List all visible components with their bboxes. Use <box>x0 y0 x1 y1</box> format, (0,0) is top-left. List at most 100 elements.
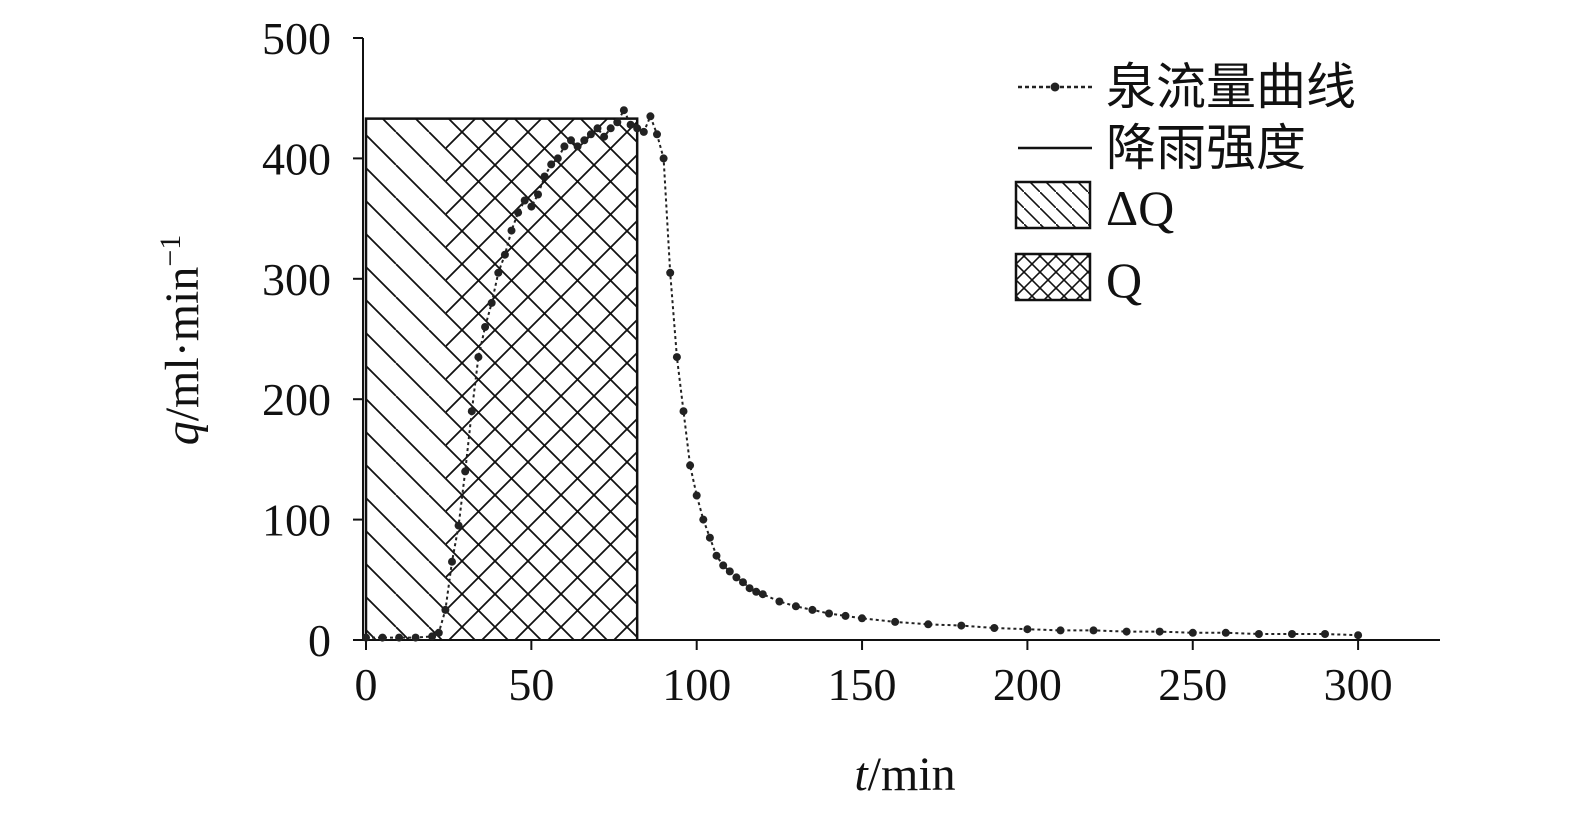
legend-label-q: Q <box>1106 252 1142 308</box>
flow-point <box>808 605 817 614</box>
flow-point <box>1288 630 1296 638</box>
flow-point <box>1155 627 1164 636</box>
flow-point <box>653 130 661 139</box>
flow-point <box>613 118 622 127</box>
legend-item-rain: 降雨强度 <box>1018 120 1306 176</box>
legend-dq-swatch <box>1014 180 1092 230</box>
flow-point <box>719 561 728 570</box>
y-tick-label: 100 <box>262 495 331 546</box>
flow-point <box>481 323 490 331</box>
flow-point <box>580 136 589 145</box>
flow-point <box>686 461 695 470</box>
y-axis-unit: /ml·min <box>156 267 209 422</box>
flow-point <box>547 160 556 169</box>
x-tick-label: 200 <box>993 659 1062 710</box>
flow-point <box>891 617 900 626</box>
flow-point <box>454 521 463 530</box>
flow-point <box>841 611 850 620</box>
flow-point <box>739 578 747 587</box>
y-tick-label: 0 <box>308 615 331 666</box>
y-tick-label: 500 <box>262 13 331 64</box>
flow-point <box>1188 628 1197 637</box>
legend-label-flow: 泉流量曲线 <box>1106 59 1356 115</box>
flow-point <box>600 132 609 141</box>
legend-item-q: Q <box>1014 252 1142 308</box>
flow-point <box>461 467 470 476</box>
flow-point <box>1023 625 1032 634</box>
flow-point <box>626 120 635 129</box>
legend: 泉流量曲线 降雨强度 ΔQ Q <box>1014 59 1356 308</box>
flow-point <box>520 196 529 205</box>
delta-q-area <box>366 118 446 641</box>
x-axis-unit: /min <box>868 748 956 801</box>
x-ticks: 0 50 100 150 200 250 300 <box>355 640 1393 710</box>
flow-point <box>534 190 542 199</box>
flow-point <box>679 407 688 416</box>
flow-point <box>619 106 628 115</box>
legend-flow-marker <box>1050 82 1060 92</box>
flow-point <box>1354 631 1363 640</box>
flow-point <box>646 112 655 121</box>
flow-point <box>990 624 999 632</box>
flow-point <box>758 590 767 599</box>
flow-point <box>752 587 761 596</box>
y-tick-label: 400 <box>262 133 331 184</box>
flow-point <box>395 633 404 642</box>
flow-point <box>1122 627 1131 636</box>
flow-point <box>560 142 569 151</box>
flow-point <box>606 124 615 133</box>
flow-point <box>378 633 387 642</box>
legend-item-dq: ΔQ <box>1014 180 1174 236</box>
flow-point <box>467 407 476 416</box>
flow-point <box>692 491 701 500</box>
flow-point <box>745 584 754 593</box>
flow-curve-points <box>362 106 1363 642</box>
y-axis-title: q/ml·min−1 <box>154 235 209 446</box>
flow-point <box>858 614 866 623</box>
flow-point <box>1056 626 1065 635</box>
flow-point <box>474 353 483 362</box>
flow-point <box>494 268 503 277</box>
rainfall-areas <box>364 117 639 641</box>
flow-point <box>586 130 595 139</box>
flow-point <box>514 208 523 217</box>
flow-point <box>573 142 582 151</box>
rainfall-intensity-line <box>364 117 639 640</box>
flow-point <box>775 597 784 606</box>
x-tick-label: 50 <box>508 659 554 710</box>
y-axis-unit-sup: −1 <box>154 235 187 267</box>
flow-point <box>639 127 648 136</box>
flow-curve <box>362 106 1363 642</box>
flow-point <box>1321 630 1329 638</box>
x-tick-label: 150 <box>828 659 897 710</box>
flow-point <box>825 609 833 618</box>
legend-item-flow: 泉流量曲线 <box>1018 59 1356 115</box>
flow-point <box>666 268 675 277</box>
flow-point <box>428 632 437 641</box>
flow-point <box>553 154 562 163</box>
flow-point <box>527 202 536 211</box>
x-tick-label: 100 <box>662 659 731 710</box>
flow-point <box>411 633 420 642</box>
x-axis-title: t/min <box>854 748 955 801</box>
flow-point <box>540 172 549 181</box>
flow-point <box>507 226 516 235</box>
x-tick-label: 300 <box>1324 659 1393 710</box>
flow-point <box>791 602 800 611</box>
y-ticks: 0 100 200 300 400 500 <box>262 13 363 666</box>
flow-point <box>712 551 721 560</box>
flow-point <box>487 298 496 307</box>
q-area <box>445 118 638 641</box>
flow-point <box>1089 626 1098 635</box>
flow-point <box>434 628 443 637</box>
y-tick-label: 300 <box>262 254 331 305</box>
flow-point <box>593 124 602 133</box>
flow-point <box>725 567 734 576</box>
flow-point <box>659 154 668 163</box>
flow-point <box>732 573 741 582</box>
flow-point <box>1254 630 1263 638</box>
y-tick-label: 200 <box>262 374 331 425</box>
flow-point <box>567 136 575 145</box>
flow-point <box>362 633 370 642</box>
